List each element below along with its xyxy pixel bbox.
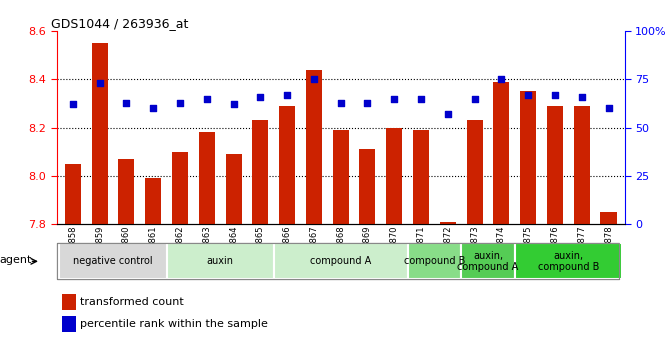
Bar (145, 178, 161, 345)
Text: percentile rank within the sample: percentile rank within the sample (80, 319, 268, 329)
Bar (547, 106, 563, 345)
Bar (333, 130, 349, 345)
Point (67, 102, 78, 107)
Bar (253, 120, 269, 345)
Bar (279, 106, 295, 345)
Bar (413, 130, 429, 345)
Text: auxin,
compound B: auxin, compound B (538, 250, 599, 272)
Text: negative control: negative control (73, 256, 153, 266)
Bar (407, 243, 461, 279)
Point (335, 100, 346, 105)
Point (228, 102, 239, 107)
Point (550, 92, 560, 98)
Bar (461, 243, 515, 279)
Bar (601, 212, 617, 345)
Bar (59, 243, 166, 279)
Bar (118, 159, 134, 345)
Bar (63, 294, 76, 310)
Point (309, 77, 319, 82)
Point (202, 96, 212, 101)
Point (255, 94, 266, 99)
Bar (515, 243, 622, 279)
Point (496, 77, 507, 82)
Bar (574, 106, 590, 345)
Point (415, 96, 426, 101)
Bar (359, 149, 375, 345)
Point (576, 94, 587, 99)
Bar (92, 43, 108, 345)
Point (362, 100, 373, 105)
Point (389, 96, 399, 101)
Text: compound B: compound B (403, 256, 465, 266)
Text: transformed count: transformed count (80, 297, 184, 307)
Bar (466, 120, 483, 345)
Text: auxin,
compound A: auxin, compound A (458, 250, 518, 272)
Bar (440, 222, 456, 345)
Bar (63, 316, 76, 332)
Point (94, 80, 105, 86)
Point (442, 111, 453, 117)
Point (121, 100, 132, 105)
Bar (199, 132, 215, 345)
Point (148, 106, 158, 111)
Point (469, 96, 480, 101)
Point (174, 100, 185, 105)
Text: GDS1044 / 263936_at: GDS1044 / 263936_at (51, 17, 188, 30)
Bar (386, 128, 402, 345)
Bar (306, 70, 322, 345)
Point (282, 92, 293, 98)
Bar (494, 82, 510, 345)
Text: agent: agent (0, 255, 32, 265)
Text: compound A: compound A (310, 256, 371, 266)
Bar (274, 243, 407, 279)
Text: auxin: auxin (206, 256, 234, 266)
Bar (226, 154, 242, 345)
Bar (166, 243, 274, 279)
Point (523, 92, 534, 98)
Bar (172, 152, 188, 345)
Bar (520, 91, 536, 345)
Bar (65, 164, 81, 345)
Point (603, 106, 614, 111)
